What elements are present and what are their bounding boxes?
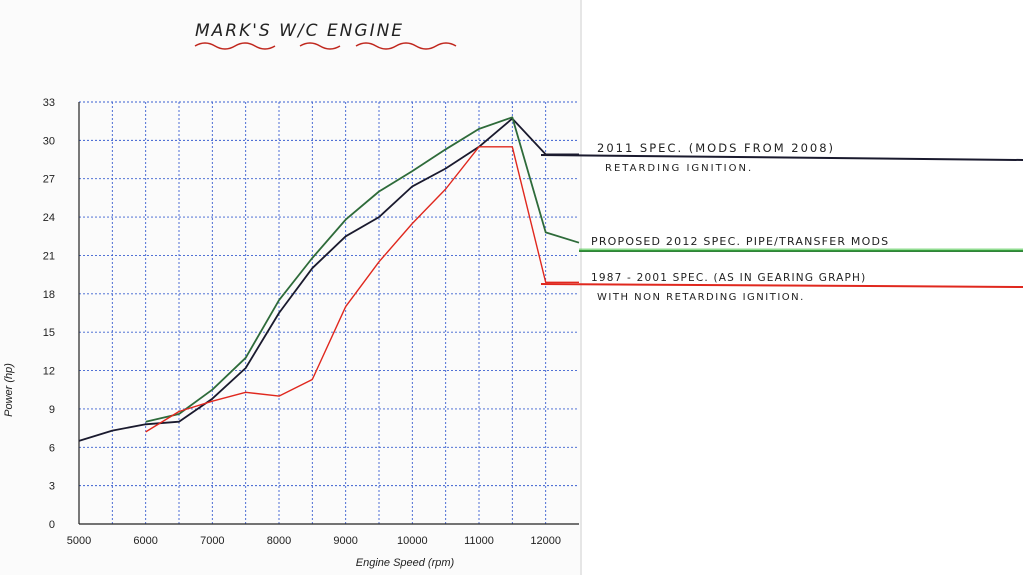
tick-labels: 5000 6000 7000 8000 9000 10000 11000 12000 0 3 6 9 1… xyxy=(43,97,561,547)
x-tick-label: 8000 xyxy=(267,535,291,547)
x-tick-label: 5000 xyxy=(67,535,91,547)
paper-fold xyxy=(580,0,582,575)
red-series-note-2: WITH NON RETARDING IGNITION. xyxy=(597,292,805,303)
black-series-note-1: 2011 SPEC. (MODS FROM 2008) xyxy=(597,141,835,155)
x-tick-label: 12000 xyxy=(530,535,561,547)
chart-title: MARK'S W/C ENGINE xyxy=(195,21,404,41)
chart-grid xyxy=(79,101,579,524)
x-tick-label: 11000 xyxy=(464,535,494,547)
red-series-note-1: 1987 - 2001 SPEC. (AS IN GEARING GRAPH) xyxy=(591,272,866,284)
y-tick-label: 30 xyxy=(43,135,55,147)
x-tick-label: 10000 xyxy=(397,535,428,547)
x-tick-label: 6000 xyxy=(133,535,157,547)
y-tick-label: 9 xyxy=(49,404,55,416)
title-underline xyxy=(194,42,457,50)
black-leader-line xyxy=(540,154,1023,161)
red-leader-line xyxy=(540,283,1023,288)
y-tick-label: 3 xyxy=(49,481,55,493)
y-tick-label: 18 xyxy=(43,289,55,301)
y-tick-label: 21 xyxy=(43,250,55,262)
y-tick-label: 27 xyxy=(43,174,55,186)
series-line-1 xyxy=(78,117,579,442)
black-series-note-2: RETARDING IGNITION. xyxy=(605,163,753,174)
chart-series xyxy=(78,116,580,442)
y-tick-label: 6 xyxy=(49,442,55,454)
y-tick-label: 15 xyxy=(43,327,55,339)
green-series-note: PROPOSED 2012 SPEC. PIPE/TRANSFER MODS xyxy=(591,235,889,248)
y-tick-label: 12 xyxy=(43,366,55,378)
y-tick-label: 33 xyxy=(43,97,55,109)
series-line-3 xyxy=(145,146,579,433)
x-tick-label: 7000 xyxy=(200,535,224,547)
x-axis-label: Engine Speed (rpm) xyxy=(356,557,455,569)
x-tick-label: 9000 xyxy=(333,535,357,547)
series-line-2 xyxy=(145,116,580,423)
y-tick-label: 0 xyxy=(49,519,55,531)
chart-axes xyxy=(78,102,579,525)
y-tick-label: 24 xyxy=(43,212,55,224)
y-axis-label: Power (hp) xyxy=(3,363,15,417)
